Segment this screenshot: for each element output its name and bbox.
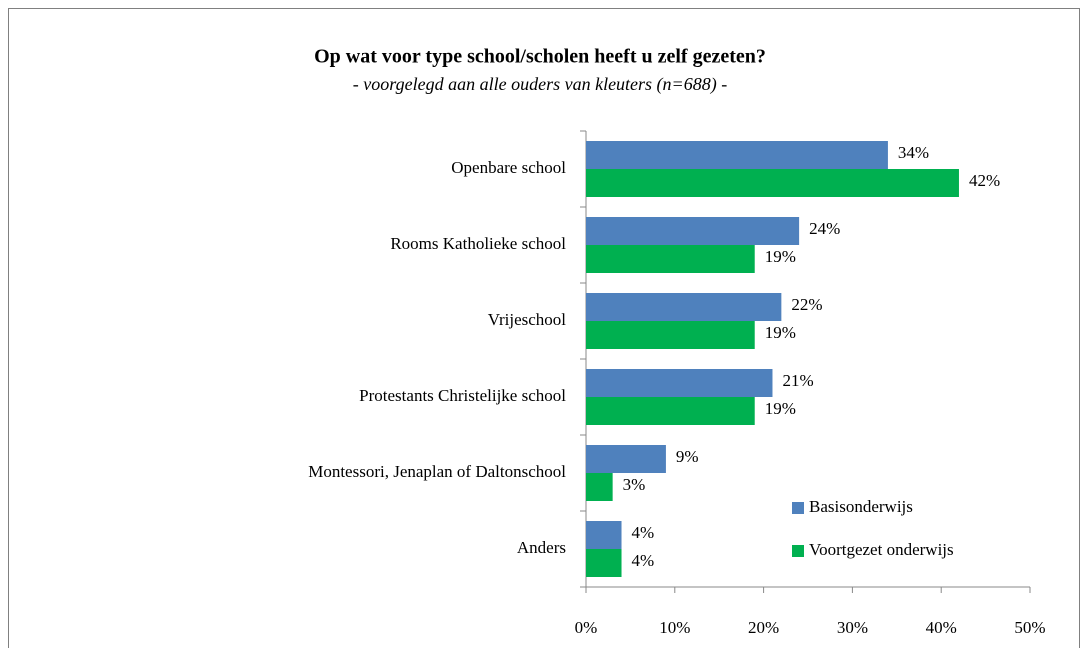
data-label: 4% — [632, 551, 655, 570]
bar — [586, 521, 622, 549]
data-label: 4% — [632, 523, 655, 542]
bar — [586, 369, 773, 397]
bar — [586, 321, 755, 349]
data-label: 19% — [765, 247, 796, 266]
data-label: 42% — [969, 171, 1000, 190]
category-label: Montessori, Jenaplan of Daltonschool — [308, 462, 566, 481]
data-label: 34% — [898, 143, 929, 162]
bar — [586, 397, 755, 425]
bar — [586, 473, 613, 501]
bar — [586, 293, 782, 321]
category-label: Anders — [517, 538, 566, 557]
bar — [586, 445, 666, 473]
data-label: 22% — [791, 295, 822, 314]
x-tick-label: 20% — [748, 618, 779, 637]
category-label: Vrijeschool — [488, 310, 567, 329]
bar — [586, 245, 755, 273]
legend-swatch — [792, 545, 804, 557]
legend-label: Basisonderwijs — [809, 497, 913, 516]
x-tick-label: 30% — [837, 618, 868, 637]
category-label: Protestants Christelijke school — [359, 386, 566, 405]
x-tick-label: 50% — [1014, 618, 1045, 637]
data-label: 3% — [623, 475, 646, 494]
chart-frame — [8, 8, 1080, 653]
data-label: 24% — [809, 219, 840, 238]
category-label: Rooms Katholieke school — [390, 234, 566, 253]
legend-label: Voortgezet onderwijs — [809, 540, 954, 559]
chart-subtitle: - voorgelegd aan alle ouders van kleuter… — [353, 74, 727, 95]
bar — [586, 549, 622, 577]
data-label: 19% — [765, 399, 796, 418]
legend-swatch — [792, 502, 804, 514]
bar — [586, 217, 800, 245]
chart-title: Op wat voor type school/scholen heeft u … — [314, 46, 766, 68]
bar — [586, 169, 959, 197]
x-tick-label: 40% — [926, 618, 957, 637]
category-label: Openbare school — [451, 158, 566, 177]
data-label: 19% — [765, 323, 796, 342]
data-label: 9% — [676, 447, 699, 466]
x-tick-label: 10% — [659, 618, 690, 637]
x-tick-label: 0% — [575, 618, 598, 637]
bar — [586, 141, 888, 169]
data-label: 21% — [782, 371, 813, 390]
